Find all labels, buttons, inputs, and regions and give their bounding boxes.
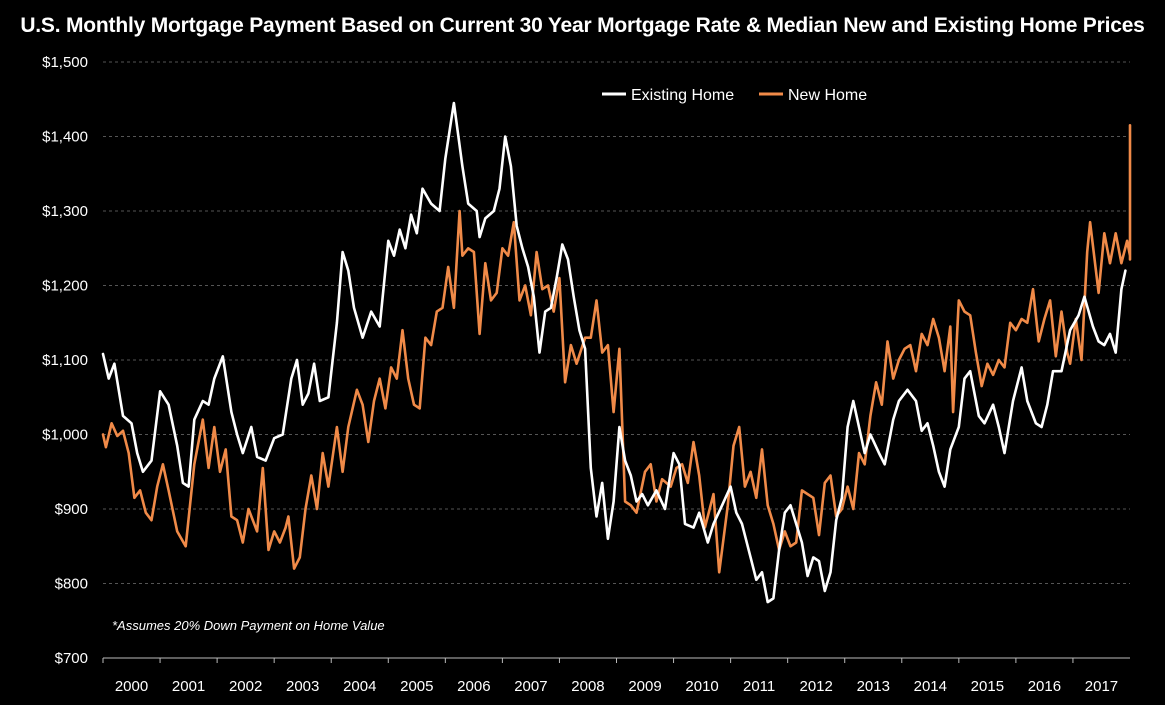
- x-tick-label: 2013: [857, 678, 890, 695]
- x-tick-label: 2012: [800, 678, 833, 695]
- x-tick-label: 2005: [400, 678, 433, 695]
- gridlines: [103, 61, 1130, 584]
- x-tick-label: 2001: [172, 678, 205, 695]
- y-tick-label: $1,000: [42, 427, 88, 444]
- y-axis-ticks: $700 $800 $900 $1,000 $1,100 $1,200 $1,300 $1,4…: [42, 54, 88, 667]
- x-tick-label: 2016: [1028, 678, 1061, 695]
- x-tick-label: 2010: [685, 678, 718, 695]
- footnote-annotation: *Assumes 20% Down Payment on Home Value: [112, 618, 385, 633]
- x-tick-label: 2003: [286, 678, 319, 695]
- chart-title: U.S. Monthly Mortgage Payment Based on C…: [20, 14, 1145, 37]
- series-line-new-home: [101, 124, 1132, 574]
- x-tick-label: 2006: [457, 678, 490, 695]
- series-line-existing-home: [101, 101, 1127, 604]
- y-tick-label: $1,300: [42, 203, 88, 220]
- y-tick-label: $900: [55, 501, 88, 518]
- x-tick-label: 2009: [628, 678, 661, 695]
- legend-label-new-home: New Home: [788, 87, 867, 104]
- y-tick-label: $1,500: [42, 54, 88, 71]
- x-tick-label: 2002: [229, 678, 262, 695]
- x-tick-label: 2014: [914, 678, 947, 695]
- x-tick-label: 2017: [1085, 678, 1118, 695]
- x-tick-label: 2011: [743, 678, 775, 695]
- y-tick-label: $1,100: [42, 352, 88, 369]
- x-tick-label: 2004: [343, 678, 376, 695]
- y-tick-label: $700: [55, 650, 88, 667]
- series-lines: [101, 101, 1132, 604]
- x-tick-label: 2008: [571, 678, 604, 695]
- y-tick-label: $1,200: [42, 278, 88, 295]
- x-tick-label: 2000: [115, 678, 148, 695]
- legend: Existing Home New Home: [602, 87, 867, 104]
- x-axis-ticks: 2000 2001 2002 2003 2004 2005 2006 2007 2008 2009…: [102, 658, 1118, 695]
- x-tick-label: 2015: [971, 678, 1004, 695]
- x-tick-label: 2007: [514, 678, 547, 695]
- legend-label-existing-home: Existing Home: [631, 87, 734, 104]
- y-tick-label: $800: [55, 576, 88, 593]
- y-tick-label: $1,400: [42, 129, 88, 146]
